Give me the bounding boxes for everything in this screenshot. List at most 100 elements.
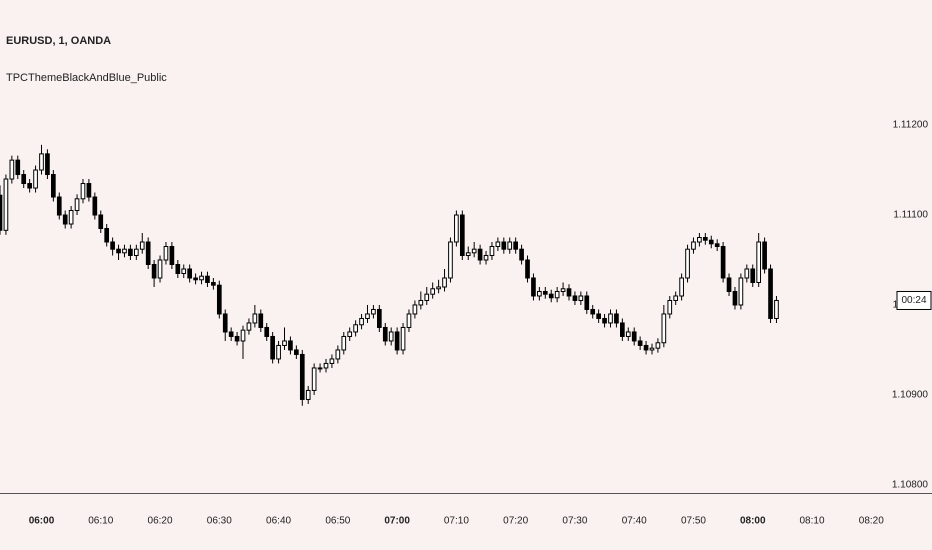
x-tick-label: 07:20 — [503, 516, 528, 527]
candle-body-up — [412, 304, 418, 315]
candle-body-up — [424, 293, 430, 301]
candle-body-up — [554, 290, 560, 299]
candle-body-up — [436, 286, 441, 290]
y-tick-label: 1.11100 — [893, 210, 928, 221]
candle-body-up — [679, 277, 684, 297]
candle-body-down — [732, 290, 738, 306]
candle-body-down — [750, 268, 756, 283]
candle-body-down — [637, 340, 643, 346]
candle-body-up — [240, 329, 246, 342]
x-tick-label: 08:10 — [800, 516, 825, 527]
candle-body-up — [661, 313, 667, 344]
candle-body-up — [454, 214, 459, 243]
indicator-name: TPCThemeBlackAndBlue_Public — [6, 72, 167, 84]
candle-body-up — [311, 367, 317, 391]
candle-body-down — [382, 326, 388, 342]
candle-body-down — [222, 313, 228, 333]
candle-body-down — [228, 331, 234, 337]
candle-body-down — [128, 248, 133, 256]
candle-body-up — [483, 254, 489, 261]
candle-body-down — [299, 353, 305, 400]
candle-body-down — [21, 174, 27, 185]
y-tick-label: 1.10900 — [892, 390, 929, 401]
x-tick-label: 06:50 — [325, 516, 350, 527]
candle-body-down — [98, 214, 104, 230]
candle-body-down — [116, 248, 121, 254]
candle-body-up — [507, 241, 513, 250]
candle-body-up — [133, 248, 139, 256]
candle-body-up — [495, 241, 501, 248]
candle-body-up — [608, 313, 613, 324]
candle-body-up — [347, 331, 353, 337]
candle-body-up — [181, 268, 187, 274]
chart-title: EURUSD, 1, OANDA — [6, 35, 111, 47]
candle-body-down — [702, 237, 708, 241]
candle-body-up — [305, 389, 311, 400]
x-tick-label: 06:00 — [29, 516, 55, 527]
candle-body-up — [3, 178, 9, 231]
candle-body-down — [211, 281, 216, 286]
candle-body-up — [74, 198, 80, 212]
candle-body-down — [714, 243, 720, 248]
candle-body-up — [697, 237, 702, 243]
candle-body-down — [596, 313, 601, 319]
x-tick-label: 08:20 — [859, 516, 884, 527]
candle-body-up — [691, 241, 696, 250]
candle-body-up — [673, 295, 679, 301]
candle-body-down — [631, 331, 637, 342]
candle-body-down — [525, 259, 530, 279]
candle-body-up — [655, 342, 661, 349]
candle-body-up — [122, 248, 127, 254]
candle-body-down — [548, 293, 554, 299]
candle-body-down — [169, 246, 175, 265]
candle-body-up — [9, 159, 15, 180]
candle-body-down — [643, 344, 649, 351]
candle-body-up — [371, 308, 376, 315]
candle-body-up — [560, 288, 566, 292]
candle-body-up — [406, 313, 412, 328]
candle-body-down — [175, 263, 181, 274]
candle-body-up — [430, 288, 436, 295]
candle-body-down — [572, 295, 578, 301]
x-tick-label: 06:10 — [88, 516, 113, 527]
candle-body-up — [774, 299, 779, 319]
candle-body-up — [353, 324, 358, 333]
candle-body-up — [329, 358, 335, 364]
candle-body-down — [56, 196, 62, 216]
candle-body-down — [216, 284, 222, 315]
candle-body-up — [685, 248, 690, 279]
candle-body-up — [323, 362, 329, 369]
y-tick-label: 1.11200 — [893, 120, 929, 131]
x-tick-label: 06:20 — [148, 516, 173, 527]
candle-body-up — [667, 299, 673, 315]
candle-body-up — [163, 246, 169, 261]
candle-body-down — [459, 214, 465, 256]
candle-body-up — [80, 183, 86, 200]
candle-body-down — [288, 340, 293, 351]
candle-body-up — [157, 259, 163, 279]
candle-body-down — [92, 196, 98, 216]
candle-body-up — [246, 322, 252, 331]
candle-body-down — [602, 317, 607, 324]
candle-body-down — [110, 241, 115, 250]
candle-body-down — [762, 241, 767, 270]
candle-body-down — [720, 246, 726, 279]
candle-body-down — [62, 214, 68, 225]
candle-body-down — [15, 159, 21, 176]
candle-body-up — [68, 210, 74, 225]
candle-body-down — [501, 241, 507, 250]
y-tick-label: 1.10800 — [892, 480, 929, 491]
candle-body-up — [199, 275, 204, 281]
candle-body-up — [39, 153, 44, 171]
candle-body-down — [294, 349, 299, 355]
x-tick-label: 07:00 — [384, 516, 410, 527]
candle-body-up — [625, 331, 631, 337]
countdown-box — [896, 290, 932, 310]
candle-body-down — [531, 277, 536, 297]
candle-body-up — [359, 317, 364, 326]
candle-body-up — [282, 340, 287, 346]
x-tick-label: 08:00 — [740, 516, 766, 527]
candle-body-down — [27, 183, 32, 189]
